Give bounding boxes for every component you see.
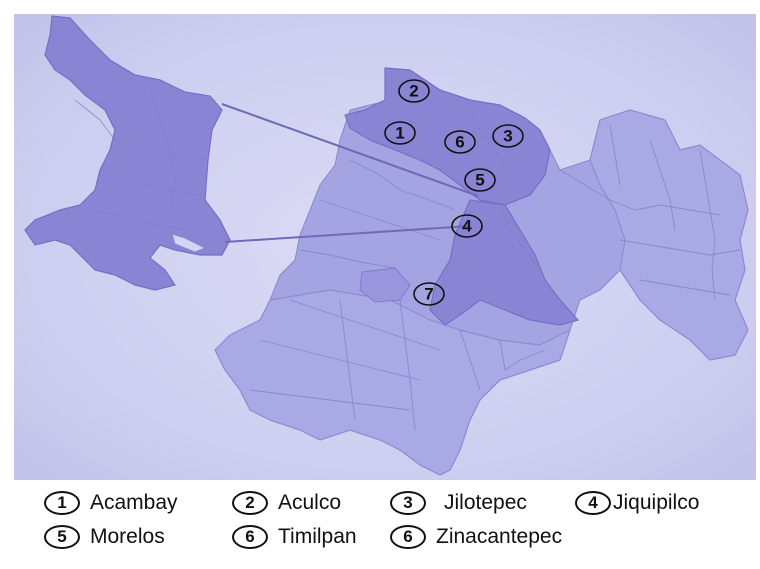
legend-item-zinacantepec: 6 Zinacantepec (390, 521, 562, 553)
legend-badge: 4 (575, 491, 611, 515)
legend-label: Zinacantepec (436, 525, 563, 548)
municipal-borders (74, 89, 741, 431)
svg-text:1: 1 (395, 124, 404, 143)
corridor-highlight-region (429, 199, 580, 326)
connector-line-lower (224, 225, 471, 243)
legend-label: Jilotepec (444, 491, 527, 514)
marker-1: 1 (384, 121, 416, 145)
svg-text:2: 2 (409, 82, 418, 101)
legend-label: Aculco (278, 491, 342, 514)
connector-line-upper (221, 103, 479, 197)
legend-item-morelos: 5 Morelos (44, 521, 165, 553)
legend-item-jilotepec: 3 Jilotepec (390, 487, 527, 519)
south-region (214, 289, 572, 476)
legend-badge: 2 (232, 491, 268, 515)
lake-feature (171, 233, 207, 253)
marker-7: 7 (413, 282, 445, 306)
map-legend: 1 Acambay 2 Aculco 3 Jilotepec 4 Jiquipi… (0, 484, 760, 564)
svg-text:6: 6 (455, 133, 464, 152)
legend-item-jiquipilco: 4 Jiquipilco (575, 487, 699, 519)
legend-item-timilpan: 6 Timilpan (232, 521, 357, 553)
svg-text:7: 7 (424, 285, 433, 304)
legend-badge: 3 (390, 491, 426, 515)
map-svg: 1 2 3 4 5 6 7 (24, 15, 749, 476)
legend-badge: 1 (44, 491, 80, 515)
map-panel: 1 2 3 4 5 6 7 (14, 14, 756, 480)
legend-label: Timilpan (278, 525, 357, 548)
legend-badge: 6 (232, 525, 268, 549)
svg-text:5: 5 (475, 171, 484, 190)
marker-6: 6 (444, 130, 476, 154)
legend-badge: 6 (390, 525, 426, 549)
marker-4: 4 (451, 214, 483, 238)
legend-item-aculco: 2 Aculco (232, 487, 341, 519)
east-region (589, 109, 749, 361)
western-detail-region (24, 15, 231, 291)
svg-text:4: 4 (462, 217, 472, 236)
legend-label: Morelos (90, 525, 165, 548)
marker-3: 3 (492, 124, 524, 148)
legend-label: Jiquipilco (613, 491, 700, 514)
marker-2: 2 (398, 79, 430, 103)
svg-text:3: 3 (503, 127, 512, 146)
legend-badge: 5 (44, 525, 80, 549)
legend-label: Acambay (90, 491, 178, 514)
legend-item-acambay: 1 Acambay (44, 487, 178, 519)
marker-5: 5 (464, 168, 496, 192)
